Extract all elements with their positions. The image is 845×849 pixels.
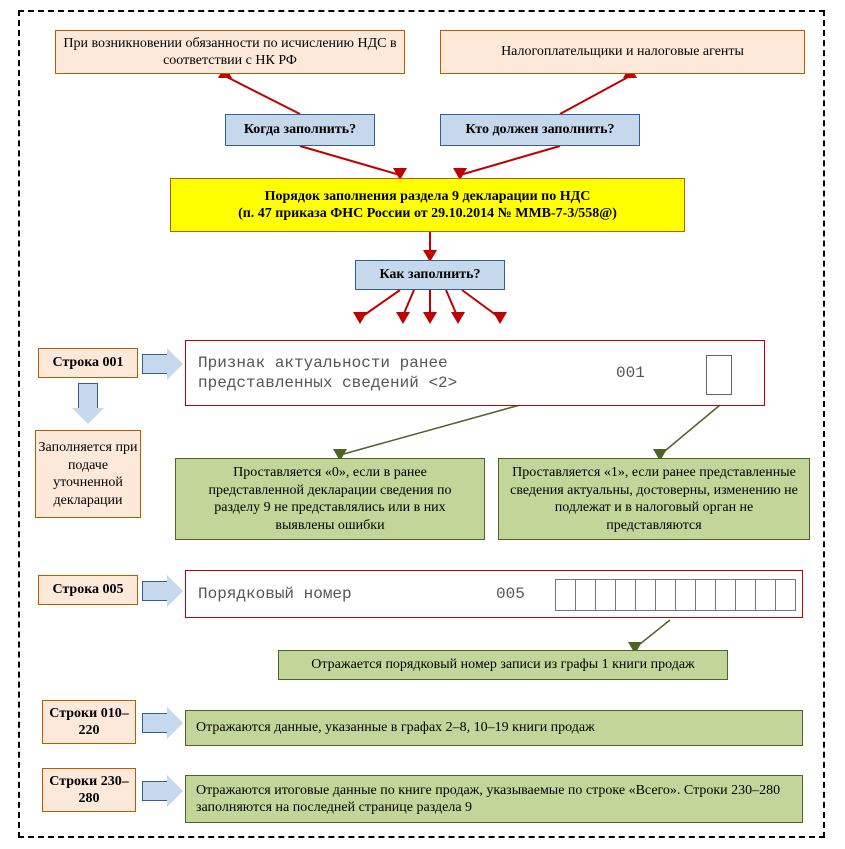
text: Налогоплательщики и налоговые агенты (501, 43, 744, 61)
box-clarification: Заполняется при подаче уточненной деклар… (35, 430, 141, 518)
text: Когда заполнить? (244, 121, 356, 139)
arrowhead (423, 312, 437, 324)
box-when: Когда заполнить? (225, 114, 375, 146)
input-cell (575, 579, 596, 611)
text: Отражаются данные, указанные в графах 2–… (196, 719, 595, 737)
box-order: Порядок заполнения раздела 9 декларации … (170, 178, 685, 232)
input-cell (755, 579, 776, 611)
label-lines-230-280: Строки 230–280 (42, 768, 136, 812)
form-text: Порядковый номер (198, 584, 352, 604)
text: Порядок заполнения раздела 9 декларации … (265, 188, 591, 206)
box-seq-number: Отражается порядковый номер записи из гр… (278, 650, 728, 680)
diagram-canvas: При возникновении обязанности по исчисле… (0, 0, 845, 849)
block-arrow-right (142, 781, 168, 801)
input-cell (695, 579, 716, 611)
text: Кто должен заполнить? (465, 121, 614, 139)
block-arrow-right (142, 581, 168, 601)
arrowhead (493, 312, 507, 324)
input-cell (775, 579, 796, 611)
form-text: Признак актуальности ранее представленны… (198, 353, 498, 393)
text: Строка 001 (52, 354, 123, 372)
arrowhead (451, 312, 465, 324)
form-code: 005 (496, 584, 525, 604)
box-who: Кто должен заполнить? (440, 114, 640, 146)
text: Строка 005 (52, 581, 123, 599)
input-cell (635, 579, 656, 611)
input-cell (675, 579, 696, 611)
text: Строки 010–220 (43, 705, 135, 740)
text: Проставляется «1», если ранее представле… (507, 464, 801, 534)
box-obligation: При возникновении обязанности по исчисле… (55, 30, 405, 74)
box-set-1: Проставляется «1», если ранее представле… (498, 458, 810, 540)
input-cell (735, 579, 756, 611)
input-cell (715, 579, 736, 611)
label-line-001: Строка 001 (38, 348, 138, 378)
input-cell (655, 579, 676, 611)
text: Как заполнить? (379, 266, 480, 284)
input-cell (555, 579, 576, 611)
text: Заполняется при подаче уточненной деклар… (36, 439, 140, 509)
block-arrow-down (78, 383, 98, 409)
text: Строки 230–280 (43, 773, 135, 808)
arrowhead (396, 312, 410, 324)
box-230-280: Отражаются итоговые данные по книге прод… (185, 775, 803, 823)
text: Отражаются итоговые данные по книге прод… (196, 782, 792, 817)
form-001: Признак актуальности ранее представленны… (185, 340, 765, 406)
box-how: Как заполнить? (355, 260, 505, 290)
input-cell (706, 355, 732, 395)
arrowhead (353, 312, 367, 324)
form-code: 001 (616, 363, 645, 383)
input-cells (556, 579, 796, 611)
block-arrow-right (142, 354, 168, 374)
block-arrow-right (142, 713, 168, 733)
text: Отражается порядковый номер записи из гр… (311, 656, 694, 674)
input-cell (615, 579, 636, 611)
text: (п. 47 приказа ФНС России от 29.10.2014 … (238, 205, 617, 223)
text: При возникновении обязанности по исчисле… (56, 35, 404, 70)
box-010-220: Отражаются данные, указанные в графах 2–… (185, 710, 803, 746)
label-lines-010-220: Строки 010–220 (42, 700, 136, 744)
box-taxpayers: Налогоплательщики и налоговые агенты (440, 30, 805, 74)
form-005: Порядковый номер 005 (185, 570, 803, 618)
box-set-0: Проставляется «0», если в ранее представ… (175, 458, 485, 540)
text: Проставляется «0», если в ранее представ… (184, 464, 476, 534)
label-line-005: Строка 005 (38, 575, 138, 605)
input-cell (595, 579, 616, 611)
